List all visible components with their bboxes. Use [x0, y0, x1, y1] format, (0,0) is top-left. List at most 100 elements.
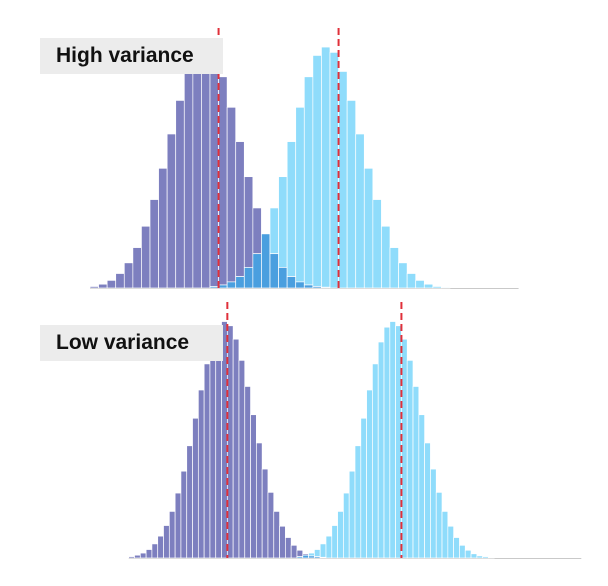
series-b-bar [325, 535, 333, 559]
series-a-bar [238, 360, 246, 559]
series-a-bar [158, 167, 168, 289]
overlap-bar [296, 556, 304, 559]
series-b-bar [355, 133, 365, 289]
series-a-bar [141, 225, 151, 289]
series-b-bar [435, 492, 443, 559]
series-b-bar [389, 247, 399, 289]
series-b-bar [476, 555, 484, 559]
series-a-bar [296, 549, 304, 557]
series-a-bar [157, 535, 164, 559]
overlap-bar [261, 233, 271, 289]
series-a-bar [128, 556, 135, 559]
series-a-bar [89, 286, 99, 289]
series-b-bar [447, 525, 454, 559]
series-a-bar [134, 554, 141, 559]
series-b-bar [432, 286, 442, 289]
overlap-bar [308, 555, 315, 559]
series-a-bar [175, 100, 185, 289]
series-a-bar [145, 549, 153, 559]
series-a-bar [149, 199, 159, 289]
series-a-bar [201, 46, 211, 289]
series-a-bar [218, 76, 228, 286]
series-b-bar [372, 199, 382, 289]
series-b-bar [441, 286, 451, 289]
series-b-bar [278, 176, 288, 268]
series-a-bar [106, 280, 117, 289]
series-b-bar [412, 386, 420, 559]
series-b-bar [360, 417, 367, 559]
series-b-bar [377, 341, 385, 559]
series-a-bar [273, 511, 280, 559]
series-b-bar [346, 100, 357, 289]
overlap-bar [295, 281, 305, 289]
overlap-bar [243, 267, 254, 289]
overlap-bar [321, 286, 331, 289]
series-b-bar [488, 556, 495, 559]
series-b-bar [338, 71, 348, 289]
series-b-bar [406, 273, 417, 289]
series-a-bar [209, 341, 217, 559]
series-a-bar [267, 492, 275, 559]
series-a-bar [168, 511, 176, 559]
overlap-bar [286, 276, 297, 289]
series-b-bar [453, 537, 460, 559]
series-a-bar [261, 468, 269, 559]
series-a-bar [151, 543, 159, 559]
overlap-bar [252, 253, 262, 289]
series-b-bar [337, 511, 344, 559]
series-a-bar [256, 442, 263, 559]
series-a-bar [232, 338, 240, 559]
series-a-bar [98, 283, 108, 289]
series-a-bar [244, 386, 251, 559]
series-b-bar [331, 525, 338, 559]
series-b-bar [363, 167, 374, 289]
series-b-bar [418, 414, 425, 559]
overlap-bar [302, 554, 309, 559]
series-a-bar [215, 326, 222, 559]
series-b-bar [423, 283, 434, 289]
overlap-bar [303, 284, 314, 289]
overlap-bar [209, 286, 219, 289]
low-variance-histogram [128, 302, 582, 559]
series-a-bar [250, 414, 257, 559]
series-b-bar [383, 326, 391, 559]
overlap-bar [278, 267, 288, 289]
series-b-bar [406, 360, 414, 559]
series-a-bar [252, 207, 262, 255]
series-a-bar [180, 470, 188, 559]
series-a-bar [290, 544, 298, 559]
series-b-bar [312, 55, 322, 287]
series-b-bar [430, 468, 437, 559]
series-b-bar [470, 553, 478, 559]
high-variance-histogram [89, 28, 519, 289]
series-b-bar [372, 363, 379, 559]
series-a-bar [197, 389, 205, 559]
overlap-bar [218, 284, 228, 289]
series-a-bar [139, 552, 147, 559]
series-b-bar [343, 492, 350, 559]
series-a-bar [166, 133, 177, 289]
series-a-bar [243, 176, 254, 268]
series-a-bar [183, 71, 194, 289]
series-a-bar [226, 106, 237, 283]
series-a-bar [192, 417, 199, 559]
series-a-bar [132, 247, 142, 289]
series-b-bar [295, 106, 305, 283]
series-b-bar [464, 549, 472, 559]
series-b-bar [321, 46, 331, 288]
series-b-bar [303, 76, 314, 286]
series-a-bar [279, 525, 286, 559]
series-b-bar [398, 262, 408, 289]
series-a-bar [192, 52, 202, 289]
series-a-bar [174, 492, 182, 559]
series-a-bar [115, 273, 125, 289]
series-b-bar [269, 207, 279, 255]
series-a-bar [186, 445, 193, 559]
series-a-bar [235, 141, 245, 277]
series-b-bar [389, 321, 396, 559]
overlap-bar [226, 281, 237, 289]
series-a-bar [123, 262, 134, 289]
series-a-bar [209, 55, 219, 287]
low-variance-label: Low variance [40, 325, 223, 361]
series-b-bar [286, 141, 297, 277]
